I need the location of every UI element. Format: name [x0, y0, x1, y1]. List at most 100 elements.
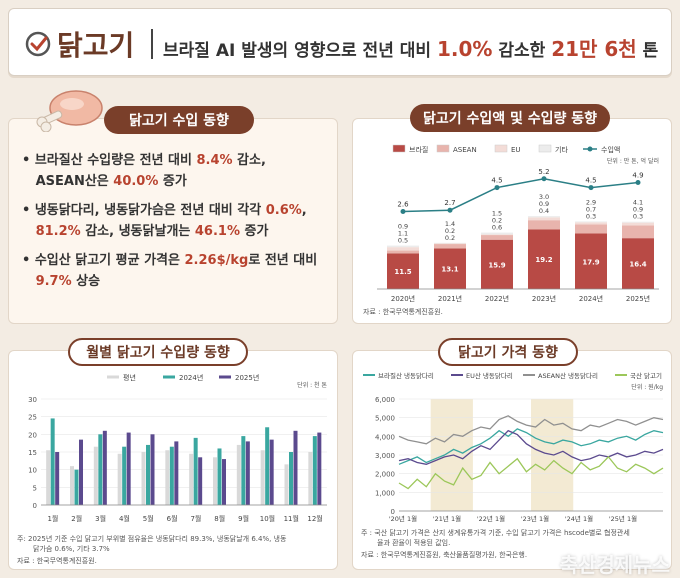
bar [284, 464, 289, 505]
bar-segment [434, 243, 466, 245]
y-tick-label: 2,000 [375, 471, 395, 479]
line-value-label: 4.5 [585, 177, 596, 185]
watermark: 축산경제뉴스 [559, 553, 670, 577]
bar [317, 432, 322, 505]
data-label: 0.7 [586, 205, 596, 213]
import-trend-bullets: • 브라질산 수입량은 전년 대비 8.4% 감소, ASEAN산은 40.0%… [22, 150, 332, 300]
price-trend-panel: 브라질산 냉동닭다리 EU산 냉동닭다리 ASEAN산 냉동닭다리 국산 닭고기 단위 … [352, 350, 672, 570]
x-tick-label: 2020년 [391, 294, 415, 303]
bar [293, 430, 298, 505]
x-tick-label: 10월 [260, 514, 275, 523]
y-tick-label: 4,000 [375, 433, 395, 441]
x-tick-label: 11월 [284, 514, 299, 523]
legend-label: ASEAN [453, 146, 477, 154]
bar [102, 430, 107, 505]
x-tick-label: 2021년 [438, 294, 462, 303]
legend-label: EU산 냉동닭다리 [466, 371, 513, 380]
bar-segment [481, 235, 513, 240]
bar-segment [622, 238, 654, 289]
legend-swatch [494, 144, 508, 153]
data-label: 4.1 [633, 199, 643, 207]
data-label: 0.2 [492, 217, 502, 225]
line-value-label: 5.2 [538, 168, 549, 176]
source-label: 자료 : 한국무역통계진흥원. [363, 307, 443, 316]
line-point [541, 176, 547, 182]
y-tick-label: 1,000 [375, 489, 395, 497]
bar-segment [528, 216, 560, 218]
bar [265, 427, 270, 505]
line-value-label: 4.5 [491, 177, 502, 185]
x-tick-label: '24년 1월 [565, 514, 593, 523]
bar [213, 457, 217, 505]
bar-segment [387, 245, 419, 248]
data-label: 17.9 [582, 258, 599, 266]
legend-label: 2025년 [235, 373, 259, 382]
y-tick-label: 5,000 [375, 415, 395, 423]
bullet-item: • 수입산 닭고기 평균 가격은 2.26$/kg로 전년 대비 9.7% 상승 [22, 253, 318, 289]
x-tick-label: 2025년 [626, 294, 650, 303]
note-line: 닭가슴 0.6%, 기타 3.7% [33, 544, 110, 553]
y-tick-label: 0 [391, 508, 395, 516]
bar [308, 452, 313, 505]
data-label: 0.2 [445, 227, 455, 235]
y-tick-label: 5 [33, 484, 37, 492]
data-label: 0.5 [398, 237, 408, 245]
legend-label: 브라질산 냉동닭다리 [378, 371, 434, 380]
legend-label: EU [511, 146, 521, 154]
headline: 브라질 AI 발생의 영향으로 전년 대비 1.0% 감소한 21만 6천 톤 [163, 37, 659, 61]
source-label: 자료 : 한국무역통계진흥원, 축산물품질평가원, 한국은행. [361, 550, 527, 559]
legend-label: 브라질 [409, 145, 428, 154]
bar [50, 418, 55, 505]
data-label: 1.5 [492, 210, 502, 218]
legend-swatch [392, 144, 406, 153]
data-label: 3.0 [539, 193, 549, 201]
note-line: 주: 2025년 기준 수입 닭고기 부위별 점유율은 냉동닭다리 89.3%,… [17, 534, 287, 543]
legend-label: 기타 [555, 145, 568, 154]
bar-segment [528, 217, 560, 221]
data-label: 0.6 [492, 224, 502, 232]
bar-segment [387, 250, 419, 254]
y-tick-label: 25 [28, 414, 37, 422]
import-value-volume-title: 닭고기 수입액 및 수입량 동향 [410, 104, 610, 132]
price-line [398, 455, 664, 490]
line-point [400, 208, 406, 214]
bar-segment [622, 221, 654, 223]
chicken-drumstick-icon [36, 90, 103, 132]
import-value-volume-panel: 브라질 ASEAN EU 기타 수입액 단위 : 만 톤, 억 달러 11.5 0.5 1.1 0… [352, 118, 672, 324]
data-label: 0.3 [586, 212, 596, 220]
price-trend-chart: 브라질산 냉동닭다리 EU산 냉동닭다리 ASEAN산 냉동닭다리 국산 닭고기단위 … [361, 371, 664, 559]
y-tick-label: 0 [33, 502, 37, 510]
bullet-item: • 브라질산 수입량은 전년 대비 8.4% 감소, ASEAN산은 40.0%… [22, 153, 266, 189]
bar [150, 434, 155, 505]
x-tick-label: 2022년 [485, 294, 509, 303]
bar-segment [481, 239, 513, 289]
data-label: 0.9 [633, 206, 643, 214]
bar-segment [575, 233, 607, 289]
bar [98, 434, 103, 505]
bar-segment [575, 221, 607, 223]
bar [193, 437, 198, 505]
bar [79, 439, 83, 505]
legend-marker [587, 146, 593, 152]
data-label: 0.3 [633, 213, 643, 221]
data-label: 11.5 [394, 268, 411, 276]
line-point [588, 185, 594, 191]
bar-segment [387, 247, 419, 251]
import-value-line [402, 178, 639, 213]
header-banner: 닭고기 브라질 AI 발생의 영향으로 전년 대비 1.0% 감소한 21만 6… [8, 8, 672, 76]
legend-swatch [538, 144, 552, 153]
bar [174, 441, 179, 505]
x-tick-label: '25년 1월 [609, 514, 637, 523]
bar [312, 436, 317, 505]
data-label: 1.1 [398, 230, 408, 238]
source-label: 자료 : 한국무역통계진흥원. [17, 556, 97, 565]
line-point [494, 185, 500, 191]
line-value-label: 4.9 [632, 172, 643, 180]
import-trend-title: 닭고기 수입 동향 [104, 106, 254, 134]
legend-label: ASEAN산 냉동닭다리 [538, 371, 598, 380]
x-tick-label: 2024년 [579, 294, 603, 303]
bar-segment [434, 244, 466, 249]
data-label: 0.4 [539, 207, 549, 215]
